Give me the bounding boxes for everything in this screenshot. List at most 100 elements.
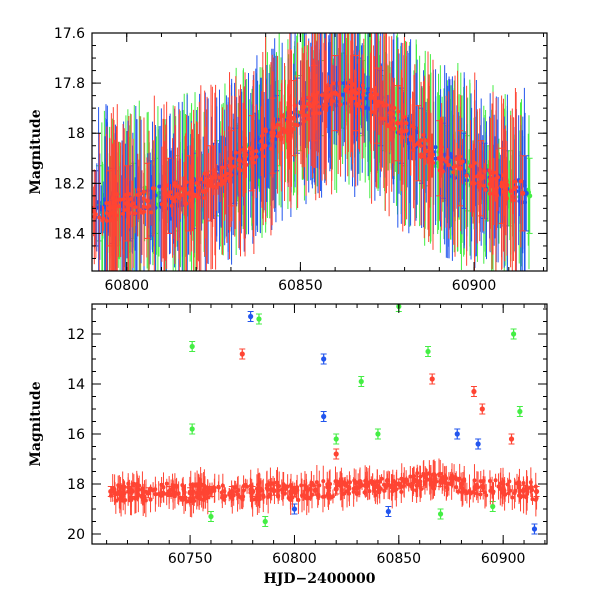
scatter-point	[366, 87, 371, 92]
scatter-point	[309, 482, 314, 487]
scatter-point	[189, 179, 194, 184]
scatter-point	[255, 497, 260, 502]
scatter-point	[533, 497, 538, 502]
series-point-2	[471, 388, 477, 395]
scatter-point	[180, 193, 185, 198]
series-point-3	[108, 488, 114, 495]
scatter-point	[157, 184, 162, 189]
series-point-0	[256, 316, 262, 322]
series-point-3	[479, 483, 485, 490]
scatter-point	[383, 485, 388, 490]
series-point-3	[145, 490, 151, 496]
scatter-point	[177, 184, 182, 189]
scatter-point	[484, 493, 489, 498]
series-point-0	[189, 343, 195, 350]
scatter-point	[396, 109, 401, 114]
series-point-0	[490, 503, 496, 510]
scatter-point	[518, 179, 523, 184]
scatter-point	[390, 118, 395, 123]
series-point-3	[118, 490, 124, 496]
scatter-point	[454, 157, 459, 162]
scatter-point	[406, 141, 411, 146]
scatter-point	[119, 497, 124, 502]
scatter-point	[387, 110, 392, 115]
scatter-point	[92, 214, 97, 219]
series-point-2	[457, 165, 463, 171]
scatter-point	[410, 481, 415, 486]
scatter-point	[475, 174, 480, 179]
scatter-point	[411, 476, 416, 481]
series-point-3	[291, 488, 298, 495]
scatter-point	[114, 198, 119, 203]
scatter-point	[446, 481, 451, 486]
scatter-point	[321, 106, 326, 111]
scatter-point	[474, 482, 479, 487]
scatter-point	[511, 198, 516, 203]
scatter-point	[131, 481, 136, 486]
series-point-2	[499, 183, 505, 189]
scatter-point	[184, 499, 189, 504]
series-point-1	[385, 508, 391, 515]
scatter-point	[328, 93, 333, 98]
scatter-point	[188, 198, 193, 203]
scatter-point	[454, 485, 459, 490]
scatter-point	[490, 485, 495, 490]
series-point-0	[208, 513, 214, 520]
series-point-2	[415, 140, 422, 146]
scatter-point	[244, 162, 249, 167]
scatter-point	[392, 126, 397, 131]
scatter-point	[470, 179, 475, 184]
scatter-point	[343, 481, 348, 486]
scatter-point	[387, 124, 392, 129]
series-point-2	[395, 120, 401, 126]
scatter-point	[176, 491, 181, 496]
scatter-point	[384, 478, 389, 483]
scatter-point	[261, 493, 266, 498]
series-point-1	[291, 506, 298, 512]
scatter-point	[315, 90, 320, 95]
x-tick-label: 60900	[452, 278, 497, 294]
series-point-3	[229, 488, 235, 495]
scatter-point	[351, 489, 356, 494]
series-point-2	[508, 436, 515, 442]
scatter-point	[263, 143, 268, 148]
scatter-point	[300, 109, 305, 114]
scatter-point	[379, 476, 384, 481]
scatter-point	[451, 170, 456, 175]
series-point-2	[228, 165, 234, 171]
scatter-point	[188, 482, 193, 487]
scatter-point	[478, 492, 483, 497]
scatter-point	[181, 497, 186, 502]
x-tick-label: 60800	[104, 278, 149, 294]
y-tick-label: 18	[67, 126, 85, 142]
scatter-point	[421, 133, 426, 138]
series-point-3	[500, 486, 506, 492]
scatter-point	[529, 485, 534, 490]
scatter-point	[493, 478, 498, 483]
scatter-point	[495, 175, 500, 180]
series-point-2	[333, 451, 339, 457]
series-point-3	[437, 478, 444, 485]
scatter-point	[369, 93, 374, 98]
scatter-point	[136, 187, 141, 192]
scatter-point	[148, 486, 153, 491]
scatter-point	[347, 485, 352, 490]
scatter-point	[524, 495, 529, 500]
data-points-top	[92, 33, 533, 271]
series-point-2	[106, 205, 112, 211]
scatter-point	[326, 491, 331, 496]
scatter-point	[504, 179, 509, 184]
scatter-point	[293, 122, 298, 127]
scatter-point	[308, 495, 313, 500]
scatter-point	[320, 494, 325, 499]
series-point-2	[165, 193, 172, 199]
scatter-point	[464, 491, 469, 496]
scatter-point	[530, 497, 535, 502]
scatter-point	[339, 481, 344, 486]
scatter-point	[306, 102, 311, 107]
scatter-point	[222, 497, 227, 502]
series-point-1	[475, 441, 481, 447]
scatter-point	[181, 484, 186, 489]
scatter-point	[216, 485, 221, 490]
